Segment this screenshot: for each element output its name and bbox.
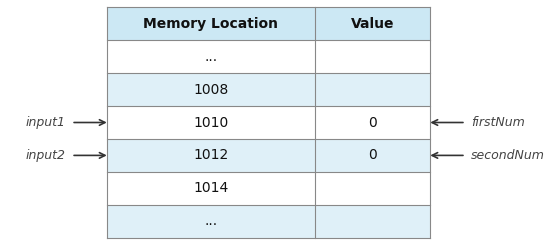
Text: 1008: 1008 [193, 83, 229, 97]
Bar [315, 205, 430, 238]
Text: 1014: 1014 [193, 181, 229, 195]
Bar [315, 172, 430, 205]
Text: 0: 0 [368, 148, 377, 162]
Text: input2: input2 [26, 149, 66, 162]
Bar [315, 40, 430, 73]
Bar [315, 106, 430, 139]
Text: ...: ... [204, 50, 218, 64]
Bar [107, 205, 315, 238]
Text: input1: input1 [26, 116, 66, 129]
Text: Value: Value [351, 17, 395, 31]
Bar [315, 73, 430, 106]
Bar [107, 139, 315, 172]
Bar [107, 40, 315, 73]
Bar [107, 7, 315, 40]
Text: firstNum: firstNum [471, 116, 525, 129]
Text: ...: ... [204, 214, 218, 228]
Text: secondNum: secondNum [471, 149, 545, 162]
Bar [315, 139, 430, 172]
Bar [107, 73, 315, 106]
Bar [315, 7, 430, 40]
Text: 0: 0 [368, 115, 377, 130]
Text: Memory Location: Memory Location [144, 17, 278, 31]
Bar [107, 172, 315, 205]
Text: 1010: 1010 [193, 115, 229, 130]
Bar [107, 106, 315, 139]
Text: 1012: 1012 [193, 148, 229, 162]
